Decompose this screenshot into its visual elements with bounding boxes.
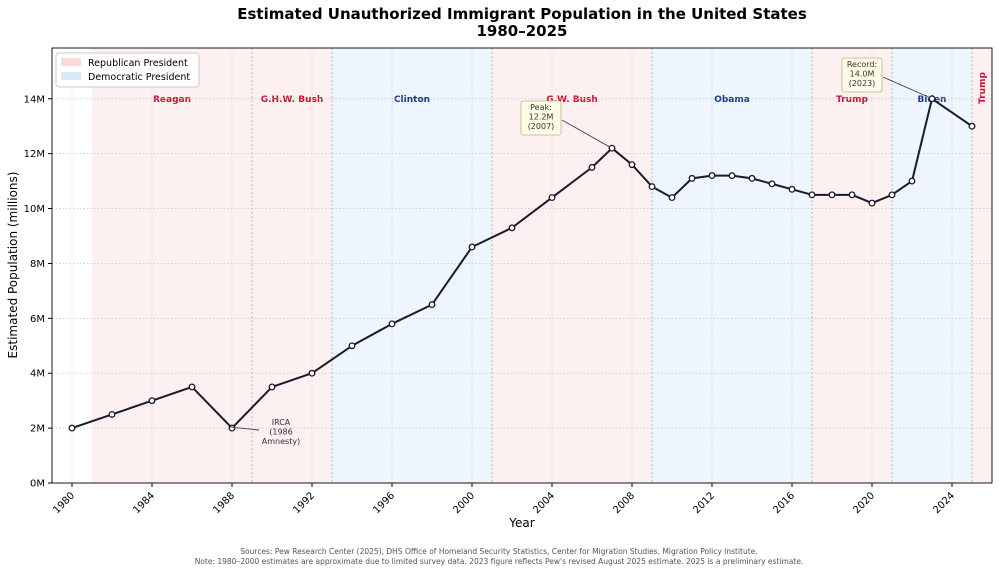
era-band <box>972 48 992 483</box>
data-point <box>728 172 736 180</box>
annotation-box <box>520 100 562 136</box>
chart-subtitle: 1980–2025 <box>477 22 568 40</box>
data-point <box>348 342 356 350</box>
data-point <box>608 144 616 152</box>
legend-label: Republican President <box>88 58 188 69</box>
annotation-text: Peak: <box>530 103 552 112</box>
y-axis-label: Estimated Population (millions) <box>6 172 20 359</box>
annotation-text: (2023) <box>849 79 876 88</box>
era-band <box>652 48 812 483</box>
era-band <box>332 48 492 483</box>
legend-box <box>55 52 200 88</box>
era-band <box>812 48 892 483</box>
data-point <box>188 383 196 391</box>
era-label: Obama <box>714 95 750 105</box>
data-point <box>148 397 156 405</box>
annotation-text: 14.0M <box>850 70 875 79</box>
x-tick-label: 2008 <box>611 490 637 516</box>
era-label: G.H.W. Bush <box>261 95 324 105</box>
data-point <box>68 424 76 432</box>
x-tick-label: 2000 <box>451 490 477 516</box>
data-point <box>228 424 236 432</box>
x-tick-label: 2012 <box>691 490 717 516</box>
data-point <box>108 410 116 418</box>
legend-swatch <box>61 72 81 80</box>
data-point <box>708 172 716 180</box>
annotation-text: 12.2M <box>529 113 554 122</box>
legend-label: Democratic President <box>88 72 190 83</box>
y-tick-label: 4M <box>30 369 45 380</box>
chart-title: Estimated Unauthorized Immigrant Populat… <box>237 5 807 23</box>
data-point <box>588 163 596 171</box>
x-axis-label: Year <box>508 516 534 530</box>
annotation-text: (1986 <box>269 428 292 437</box>
x-tick-label: 1984 <box>131 490 157 516</box>
era-label: Reagan <box>153 95 191 105</box>
x-tick-label: 2024 <box>931 490 957 516</box>
footer-note: Note: 1980–2000 estimates are approximat… <box>195 557 804 566</box>
annotation-text: Amnesty) <box>262 437 300 446</box>
data-point <box>508 224 516 232</box>
data-point <box>648 183 656 191</box>
y-tick-label: 2M <box>30 424 45 435</box>
era-label: Trump <box>836 95 868 105</box>
data-point <box>668 194 676 202</box>
annotation-arrow <box>882 76 931 99</box>
x-tick-label: 2020 <box>851 490 877 516</box>
data-point <box>868 199 876 207</box>
annotation-text: Record: <box>847 60 877 69</box>
annotation-arrow <box>229 426 260 431</box>
x-tick-label: 2004 <box>531 490 557 516</box>
annotation-box <box>841 57 883 93</box>
x-tick-label: 1996 <box>371 490 397 516</box>
plot-frame <box>51 47 993 484</box>
y-tick-label: 6M <box>30 314 45 325</box>
footer-sources: Sources: Pew Research Center (2025), DHS… <box>240 547 757 556</box>
y-tick-label: 8M <box>30 259 45 270</box>
data-point <box>688 174 696 182</box>
data-point <box>968 122 976 130</box>
data-point <box>628 161 636 169</box>
data-point <box>848 191 856 199</box>
era-label: Clinton <box>394 95 430 105</box>
data-point <box>908 177 916 185</box>
era-band <box>492 48 652 483</box>
data-point <box>828 191 836 199</box>
data-point <box>888 191 896 199</box>
data-point <box>928 95 936 103</box>
data-point <box>808 191 816 199</box>
y-tick-label: 14M <box>24 94 45 105</box>
data-point <box>388 320 396 328</box>
x-tick-label: 1992 <box>291 490 317 516</box>
data-point <box>428 301 436 309</box>
x-tick-label: 1980 <box>51 490 77 516</box>
x-tick-label: 1988 <box>211 490 237 516</box>
annotation-arrow <box>561 119 611 148</box>
data-point <box>748 174 756 182</box>
y-tick-label: 10M <box>24 204 45 215</box>
data-point <box>468 243 476 251</box>
era-band <box>252 48 332 483</box>
data-point <box>268 383 276 391</box>
annotation-text: (2007) <box>528 122 555 131</box>
era-band <box>92 48 252 483</box>
era-band <box>892 48 972 483</box>
data-point <box>788 185 796 193</box>
y-tick-label: 0M <box>30 479 45 490</box>
era-label: Trump <box>978 72 988 104</box>
legend-swatch <box>61 58 81 66</box>
data-point <box>548 194 556 202</box>
data-point <box>768 180 776 188</box>
annotation-text: IRCA <box>272 418 291 427</box>
legend: Republican President Democratic President <box>55 52 200 88</box>
x-tick-label: 2016 <box>771 490 797 516</box>
data-point <box>308 369 316 377</box>
y-tick-label: 12M <box>24 149 45 160</box>
era-label: G.W. Bush <box>546 95 598 105</box>
